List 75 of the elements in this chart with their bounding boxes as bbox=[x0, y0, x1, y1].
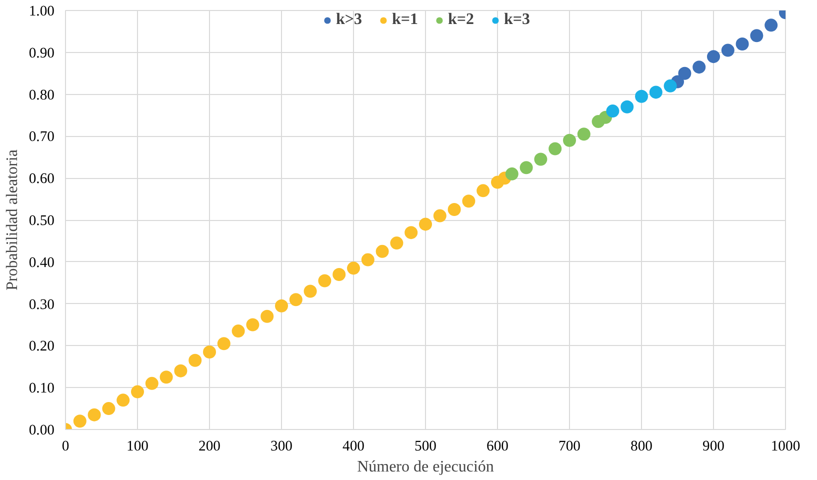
point bbox=[476, 184, 490, 198]
point bbox=[721, 44, 734, 57]
point bbox=[433, 209, 446, 222]
legend-label: k=1 bbox=[392, 11, 418, 29]
x-tick-label: 900 bbox=[702, 438, 724, 454]
point bbox=[736, 38, 749, 51]
point bbox=[332, 268, 346, 281]
point bbox=[289, 293, 302, 306]
y-tick-label: 0.40 bbox=[28, 254, 55, 271]
x-tick-label: 1000 bbox=[770, 438, 800, 454]
y-tick-label: 1.00 bbox=[28, 4, 55, 20]
point bbox=[318, 274, 332, 288]
legend-label: k>3 bbox=[336, 11, 362, 29]
x-tick-label: 600 bbox=[486, 438, 508, 454]
point bbox=[764, 18, 778, 32]
point bbox=[692, 60, 706, 74]
point bbox=[505, 167, 518, 180]
point bbox=[174, 364, 188, 378]
x-tick-label: 300 bbox=[270, 438, 292, 454]
point bbox=[304, 284, 317, 298]
point bbox=[145, 376, 158, 390]
y-tick-label: 0.90 bbox=[28, 45, 55, 62]
x-tick-label: 200 bbox=[198, 438, 220, 454]
point bbox=[548, 142, 562, 156]
point bbox=[275, 299, 288, 312]
point bbox=[678, 66, 692, 80]
point bbox=[260, 310, 274, 323]
point bbox=[448, 203, 461, 216]
y-tick-label: 0.70 bbox=[28, 129, 55, 146]
point bbox=[160, 370, 173, 384]
point bbox=[217, 337, 230, 350]
y-tick-label: 0.50 bbox=[28, 213, 55, 229]
point bbox=[606, 104, 620, 118]
x-axis-title: Número de ejecución bbox=[357, 458, 494, 476]
point bbox=[620, 100, 634, 114]
x-tick-label: 500 bbox=[414, 438, 436, 454]
y-tick-label: 0.20 bbox=[28, 338, 55, 355]
point bbox=[203, 345, 216, 358]
point bbox=[131, 385, 144, 398]
point bbox=[361, 253, 374, 266]
legend-label: k=3 bbox=[504, 11, 530, 29]
x-tick-label: 700 bbox=[558, 438, 580, 454]
point bbox=[520, 161, 533, 174]
y-tick-label: 0.00 bbox=[28, 422, 55, 438]
point bbox=[649, 86, 662, 99]
point bbox=[462, 194, 476, 208]
point bbox=[188, 354, 202, 367]
x-tick-label: 800 bbox=[630, 438, 652, 454]
point bbox=[563, 134, 576, 147]
point bbox=[707, 50, 720, 64]
point bbox=[347, 262, 360, 275]
legend-label: k=2 bbox=[448, 11, 474, 29]
y-axis-title: Probabilidad aleatoria bbox=[4, 150, 21, 290]
point bbox=[390, 236, 404, 250]
point bbox=[88, 408, 101, 422]
point bbox=[577, 128, 590, 141]
point bbox=[635, 90, 648, 103]
x-tick-label: 0 bbox=[62, 438, 70, 454]
point bbox=[102, 402, 116, 416]
point bbox=[116, 394, 130, 407]
y-tick-label: 0.60 bbox=[28, 171, 55, 188]
point bbox=[232, 324, 245, 338]
x-tick-label: 100 bbox=[126, 438, 148, 454]
y-tick-label: 0.80 bbox=[28, 87, 55, 104]
point bbox=[376, 244, 389, 258]
point bbox=[664, 79, 677, 92]
y-tick-label: 0.30 bbox=[28, 296, 55, 313]
point bbox=[404, 226, 418, 240]
point bbox=[534, 152, 548, 166]
point bbox=[246, 318, 260, 332]
y-tick-label: 0.10 bbox=[28, 380, 55, 397]
x-tick-label: 400 bbox=[342, 438, 364, 454]
point bbox=[419, 218, 432, 231]
point bbox=[750, 29, 764, 42]
point bbox=[73, 414, 86, 428]
